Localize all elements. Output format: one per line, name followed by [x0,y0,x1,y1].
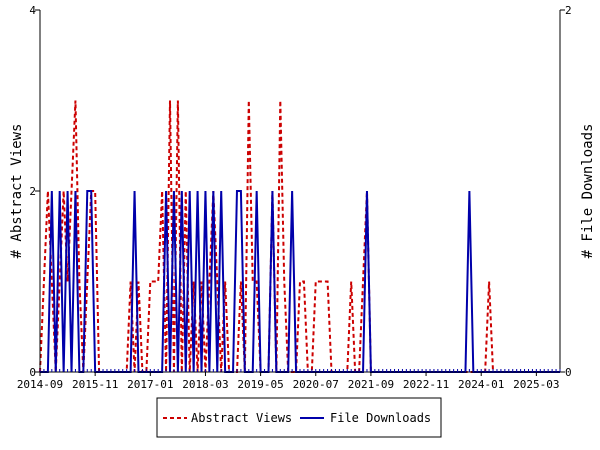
legend: Abstract Views File Downloads [156,397,442,438]
x-tick-label: 2015-11 [72,378,118,391]
x-tick-label: 2024-01 [458,378,504,391]
y-right-tick-label: 0 [565,366,572,379]
x-tick-label: 2025-03 [513,378,559,391]
plot-area [40,10,560,372]
legend-box [156,397,442,438]
x-tick-label: 2017-01 [127,378,173,391]
y-left-tick-label: 4 [29,4,36,17]
y-right-tick-label: 2 [565,4,572,17]
x-tick-label: 2022-11 [403,378,449,391]
x-tick-label: 2018-03 [182,378,228,391]
plot-background [40,10,560,372]
tick-layer: 2014-09 2015-11 2017-01 2018-03 2019-05 2020-… [17,4,572,391]
x-tick-label: 2021-09 [348,378,394,391]
y-left-tick-label: 0 [29,366,36,379]
y-left-tick-label: 2 [29,185,36,198]
y-axis-right-title: # File Downloads [580,124,596,259]
x-tick-label: 2019-05 [237,378,283,391]
legend-label-abstract-views: Abstract Views [191,411,292,425]
legend-label-file-downloads: File Downloads [330,411,431,425]
x-tick-label: 2020-07 [293,378,339,391]
y-axis-left-title: # Abstract Views [9,124,25,259]
x-tick-label: 2014-09 [17,378,63,391]
